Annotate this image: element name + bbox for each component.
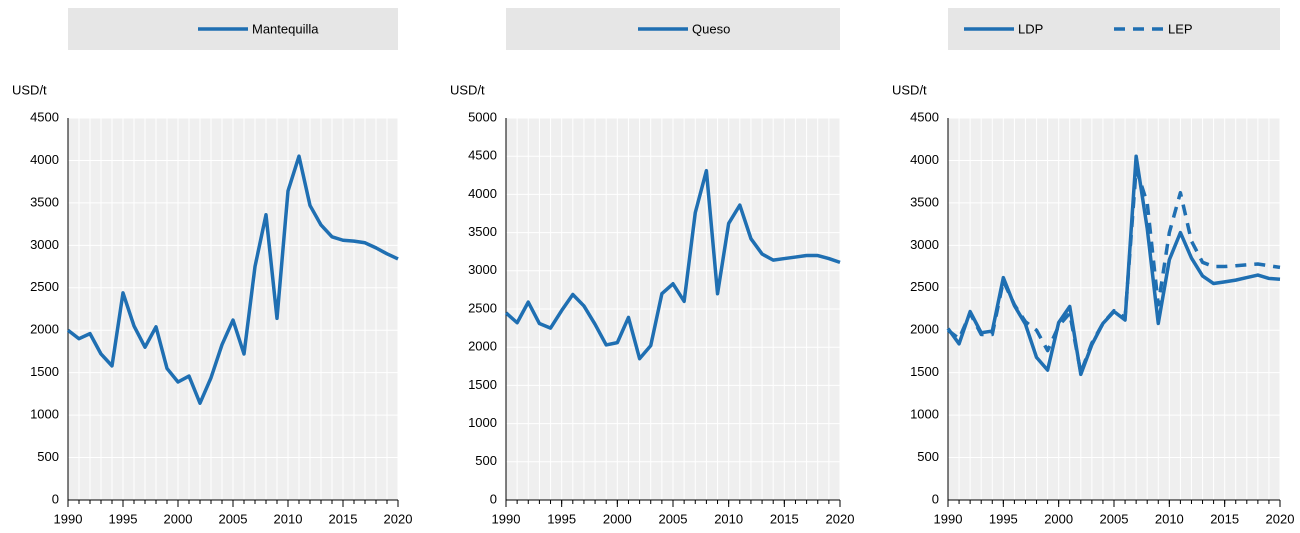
data-line <box>946 167 1281 375</box>
y-tick-label: 2000 <box>910 322 939 337</box>
x-tick-label: 1995 <box>109 511 138 526</box>
y-tick-label: 1000 <box>468 415 497 430</box>
y-tick-label: 4500 <box>30 109 59 124</box>
x-tick-label: 2020 <box>1266 511 1295 526</box>
x-tick-label: 2000 <box>1044 511 1073 526</box>
y-tick-label: 4000 <box>30 152 59 167</box>
x-tick-label: 2000 <box>164 511 193 526</box>
x-tick-label: 1990 <box>54 511 83 526</box>
x-tick-label: 2020 <box>384 511 413 526</box>
x-tick-label: 1990 <box>492 511 521 526</box>
y-tick-label: 1500 <box>468 377 497 392</box>
y-tick-label: 0 <box>52 491 59 506</box>
y-tick-label: 2000 <box>468 339 497 354</box>
y-tick-label: 3000 <box>30 237 59 252</box>
x-tick-label: 2005 <box>659 511 688 526</box>
legend-label: LEP <box>1168 21 1193 36</box>
x-tick-label: 2010 <box>714 511 743 526</box>
y-tick-label: 1500 <box>910 364 939 379</box>
x-tick-label: 2000 <box>603 511 632 526</box>
x-tick-label: 2005 <box>219 511 248 526</box>
y-tick-label: 4500 <box>910 109 939 124</box>
y-tick-label: 500 <box>37 449 59 464</box>
x-tick-label: 2015 <box>770 511 799 526</box>
y-tick-label: 2500 <box>468 300 497 315</box>
x-tick-label: 2015 <box>1210 511 1239 526</box>
x-tick-label: 1990 <box>934 511 963 526</box>
y-axis-label: USD/t <box>450 82 485 97</box>
data-line <box>504 168 841 361</box>
x-tick-label: 2005 <box>1100 511 1129 526</box>
y-tick-label: 5000 <box>468 109 497 124</box>
y-axis-label: USD/t <box>12 82 47 97</box>
y-tick-label: 4000 <box>468 186 497 201</box>
y-tick-label: 1000 <box>910 407 939 422</box>
y-tick-label: 1000 <box>30 407 59 422</box>
y-tick-label: 500 <box>475 453 497 468</box>
y-tick-label: 3000 <box>910 237 939 252</box>
y-tick-label: 3000 <box>468 262 497 277</box>
y-tick-label: 1500 <box>30 364 59 379</box>
x-tick-label: 1995 <box>989 511 1018 526</box>
y-tick-label: 2500 <box>910 279 939 294</box>
y-tick-label: 0 <box>490 491 497 506</box>
legend-label: LDP <box>1018 21 1043 36</box>
y-tick-label: 3500 <box>910 194 939 209</box>
y-tick-label: 3500 <box>30 194 59 209</box>
y-tick-label: 4500 <box>468 148 497 163</box>
y-tick-label: 0 <box>932 491 939 506</box>
y-axis-label: USD/t <box>892 82 927 97</box>
y-tick-label: 2500 <box>30 279 59 294</box>
x-tick-label: 2010 <box>274 511 303 526</box>
y-tick-label: 3500 <box>468 224 497 239</box>
y-tick-label: 2000 <box>30 322 59 337</box>
legend-label: Queso <box>692 21 730 36</box>
y-tick-label: 4000 <box>910 152 939 167</box>
x-tick-label: 2020 <box>826 511 855 526</box>
y-tick-label: 500 <box>917 449 939 464</box>
legend-label: Mantequilla <box>252 21 319 36</box>
x-tick-label: 2015 <box>329 511 358 526</box>
x-tick-label: 1995 <box>547 511 576 526</box>
x-tick-label: 2010 <box>1155 511 1184 526</box>
data-line <box>66 154 399 405</box>
